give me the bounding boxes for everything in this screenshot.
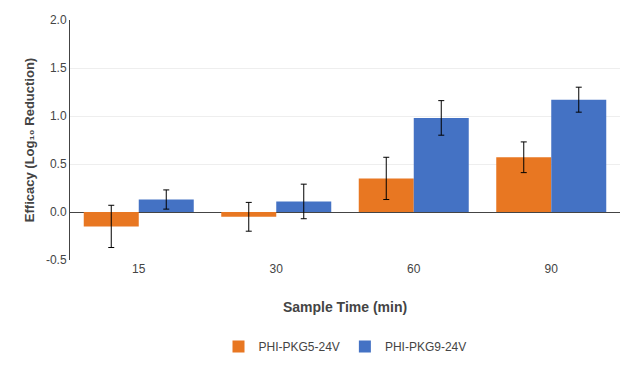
svg-text:PHI-PKG9-24V: PHI-PKG9-24V	[385, 340, 466, 354]
svg-text:2.0: 2.0	[50, 13, 67, 27]
svg-text:PHI-PKG5-24V: PHI-PKG5-24V	[259, 340, 340, 354]
svg-text:Sample Time (min): Sample Time (min)	[283, 299, 407, 315]
svg-text:30: 30	[270, 262, 284, 276]
svg-text:0.5: 0.5	[50, 157, 67, 171]
svg-text:1.0: 1.0	[50, 109, 67, 123]
svg-text:0.0: 0.0	[50, 205, 67, 219]
svg-text:90: 90	[545, 262, 559, 276]
svg-text:15: 15	[132, 262, 146, 276]
svg-text:1.5: 1.5	[50, 61, 67, 75]
svg-text:60: 60	[407, 262, 421, 276]
svg-text:Efficacy (Log₁₀ Reduction): Efficacy (Log₁₀ Reduction)	[22, 58, 37, 222]
svg-text:-0.5: -0.5	[46, 253, 67, 267]
